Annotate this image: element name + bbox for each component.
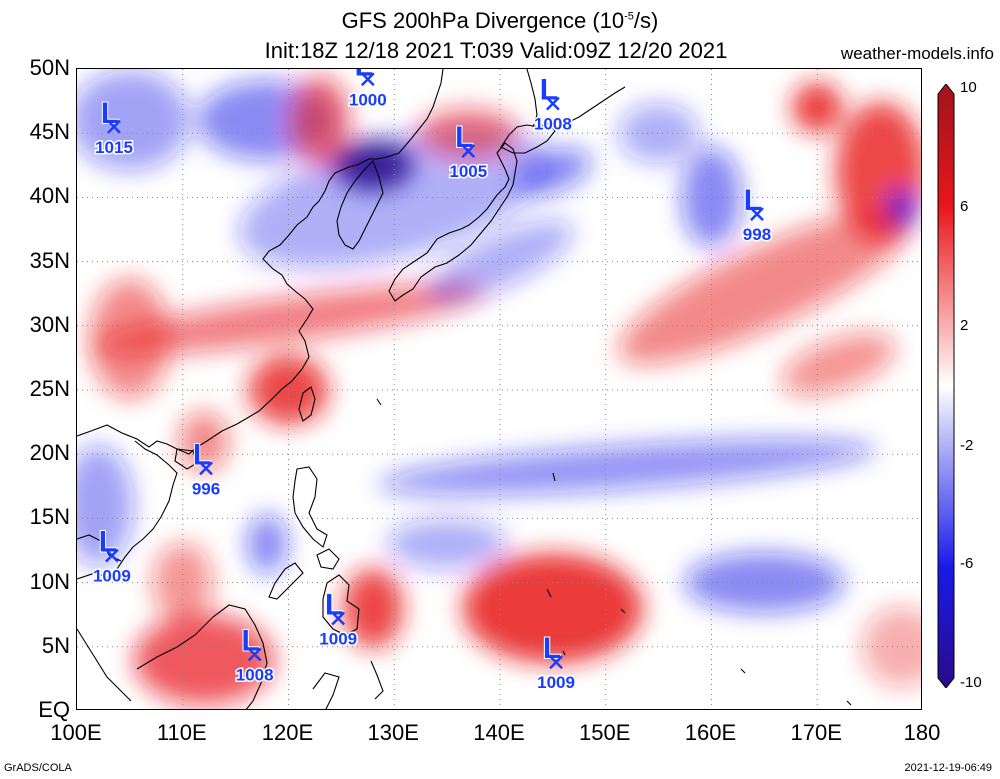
low-pressure-center: L 1015	[94, 96, 135, 159]
colorbar-tick-label: -2	[960, 437, 974, 454]
lat-tick-label: 30N	[29, 311, 70, 337]
center-x-mark	[545, 96, 560, 111]
lat-tick-label: 20N	[29, 440, 70, 466]
center-x-mark	[107, 119, 121, 134]
divergence-blob	[462, 553, 643, 664]
center-x-mark	[750, 207, 764, 221]
divergence-blob	[681, 147, 742, 248]
low-symbol: L	[540, 74, 558, 107]
divergence-blob	[333, 140, 414, 191]
divergence-blob	[618, 103, 699, 164]
watermark: weather-models.info	[840, 44, 994, 63]
lon-tick-label: 110E	[156, 720, 207, 745]
colorbar-tick-label: -10	[960, 674, 982, 691]
low-pressure-center: L 1009	[91, 525, 132, 588]
divergence-blob	[178, 411, 229, 472]
low-symbol: L	[241, 625, 259, 658]
map-plot-area: L1015L1000L1005L1008L998L996L1009L1009L1…	[76, 68, 922, 710]
divergence-blob	[514, 148, 592, 195]
lat-tick-label: 15N	[29, 504, 70, 530]
low-pressure-center: L 1008	[234, 624, 275, 687]
lat-tick-label: 40N	[29, 183, 70, 209]
divergence-blob	[792, 82, 843, 133]
low-symbol: L	[99, 526, 117, 559]
divergence-blob	[618, 210, 911, 365]
center-x-mark	[331, 611, 346, 626]
low-symbol: L	[325, 589, 343, 622]
divergence-field: L1015L1000L1005L1008L998L996L1009L1009L1…	[77, 69, 921, 709]
colorbar-tick-label: -6	[960, 555, 974, 572]
lon-tick-label: 160E	[684, 720, 737, 745]
divergence-blob	[861, 606, 921, 687]
center-x-mark	[549, 655, 563, 670]
coastlines	[77, 69, 852, 709]
low-pressure-center: L 1008	[532, 73, 573, 136]
divergence-blob	[77, 70, 190, 171]
pressure-value: 1009	[537, 673, 575, 692]
pressure-value: 1008	[534, 115, 572, 134]
colorbar-tick-label: 6	[960, 198, 969, 215]
lat-lon-gridlines	[77, 69, 921, 709]
lat-tick-label: EQ	[38, 697, 70, 722]
low-pressure-markers: L1015L1000L1005L1008L998L996L1009L1009L1…	[91, 69, 772, 694]
credit-text: GrADS/COLA	[4, 762, 72, 774]
low-symbol: L	[744, 184, 762, 217]
lat-tick-label: 50N	[29, 55, 70, 80]
pressure-value: 1000	[349, 90, 387, 109]
lon-tick-label: 140E	[473, 720, 525, 745]
low-pressure-center: L 998	[741, 183, 772, 246]
divergence-blob	[387, 519, 508, 570]
lat-tick-label: 5N	[41, 632, 70, 658]
map-title: GFS 200hPa Divergence (10-5/s)	[341, 8, 659, 33]
divergence-blob	[247, 514, 288, 575]
pressure-value: 996	[192, 479, 220, 498]
center-x-mark	[199, 461, 213, 476]
low-symbol: L	[455, 121, 473, 154]
low-symbol: L	[543, 632, 561, 665]
divergence-blob	[343, 568, 404, 649]
low-symbol: L	[101, 97, 119, 130]
center-x-mark	[247, 647, 262, 662]
divergence-blob	[133, 614, 274, 705]
low-pressure-center: L 1009	[536, 631, 577, 694]
lon-tick-label: 170E	[790, 720, 842, 745]
low-pressure-center: L 1005	[448, 120, 489, 182]
lat-tick-label: 25N	[29, 376, 70, 401]
low-symbol: L	[193, 438, 211, 471]
center-x-mark	[461, 144, 476, 159]
low-pressure-center: L1000	[347, 69, 388, 111]
low-pressure-center: L 1009	[318, 588, 359, 651]
lat-tick-label: 35N	[29, 247, 70, 273]
pressure-value: 1008	[236, 666, 274, 685]
divergence-blob	[781, 333, 896, 396]
pressure-value: 1009	[93, 567, 131, 586]
divergence-blob	[377, 439, 877, 496]
pressure-value: 998	[743, 225, 771, 244]
lon-tick-label: 180	[903, 720, 941, 745]
lon-tick-label: 120E	[261, 720, 314, 745]
colorbar-gradient	[937, 83, 955, 689]
lon-tick-label: 100E	[50, 720, 102, 745]
colorbar	[937, 83, 955, 689]
divergence-blob	[418, 108, 519, 159]
divergence-blob	[89, 278, 170, 399]
map-subtitle: Init:18Z 12/18 2021 T:039 Valid:09Z 12/2…	[264, 38, 728, 63]
center-x-mark	[360, 72, 375, 87]
pressure-value: 1015	[95, 138, 133, 157]
lat-tick-label: 10N	[29, 568, 70, 594]
pressure-value: 1009	[319, 630, 357, 649]
colorbar-tick-label: 10	[960, 79, 977, 96]
low-pressure-center: L 996	[190, 437, 221, 500]
colorbar-tick-label: 2	[960, 317, 969, 334]
pressure-value: 1005	[449, 162, 487, 181]
divergence-blob	[248, 355, 329, 425]
divergence-blob	[290, 75, 351, 166]
lon-tick-label: 150E	[579, 720, 631, 745]
center-x-mark	[105, 548, 119, 563]
divergence-blob	[426, 220, 574, 303]
lon-tick-label: 130E	[367, 720, 419, 745]
lat-tick-label: 45N	[29, 119, 70, 145]
timestamp: 2021-12-19-06:49	[904, 762, 992, 774]
divergence-blob	[684, 552, 845, 613]
